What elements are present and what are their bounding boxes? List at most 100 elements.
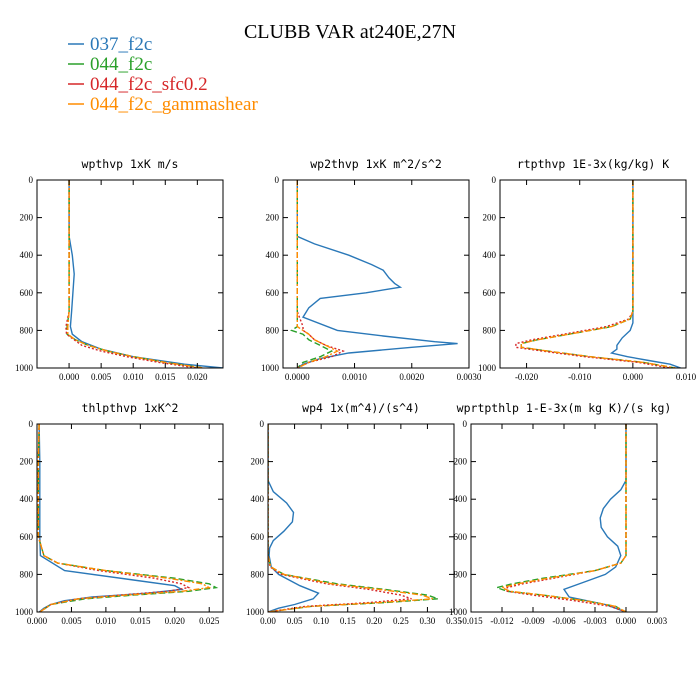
panel-title-3: thlpthvp 1xK^2 (82, 401, 179, 415)
panel-3-series-3 (37, 424, 212, 612)
ytick-label: 1000 (449, 607, 468, 617)
panel-4-series-0 (268, 424, 320, 612)
ytick-label: 400 (251, 494, 265, 504)
xtick-label: 0.0000 (285, 372, 310, 382)
xtick-label: 0.000 (27, 616, 48, 626)
panel-3-series-1 (37, 424, 219, 612)
xtick-label: 0.05 (287, 616, 303, 626)
ytick-label: 0 (29, 175, 34, 185)
xtick-label: 0.0010 (342, 372, 367, 382)
ytick-label: 400 (20, 494, 34, 504)
ytick-label: 800 (251, 569, 265, 579)
ytick-label: 600 (20, 288, 34, 298)
ytick-label: 800 (20, 569, 34, 579)
xtick-label: 0.30 (420, 616, 436, 626)
ytick-label: 200 (20, 213, 34, 223)
panel-2: rtpthvp 1E-3x(kg/kg) K 0 200 400 600 800 1000 -… (478, 157, 697, 382)
panel-title-4: wp4 1x(m^4)/(s^4) (302, 401, 420, 415)
panel-frame-4 (267, 423, 455, 613)
panel-4-series-3 (268, 424, 433, 612)
panel-5: wprtpthlp 1-E-3x(m kg K)/(s kg) 0 200 400 60… (449, 401, 671, 626)
ytick-label: 800 (20, 325, 34, 335)
ytick-label: 200 (454, 457, 468, 467)
xtick-label: 0.10 (313, 616, 329, 626)
xtick-label: 0.0030 (457, 372, 482, 382)
xtick-label: 0.020 (187, 372, 208, 382)
xtick-label: 0.25 (393, 616, 409, 626)
panel-1-series-2 (296, 180, 345, 368)
xtick-label: 0.005 (61, 616, 82, 626)
xtick-label: 0.0020 (399, 372, 424, 382)
panel-1: wp2thvp 1xK m^2/s^2 0 200 400 600 800 1000 0.00… (261, 157, 482, 382)
ytick-label: 600 (483, 288, 497, 298)
legend-label-2: 044_f2c_sfc0.2 (90, 74, 208, 95)
panel-title-5: wprtpthlp 1-E-3x(m kg K)/(s kg) (457, 401, 672, 415)
panel-5-series-3 (499, 424, 627, 612)
panel-frame-0 (36, 179, 224, 369)
panel-0-series-0 (68, 180, 223, 368)
ytick-label: 200 (251, 457, 265, 467)
xtick-label: -0.006 (552, 616, 576, 626)
xtick-label: 0.005 (91, 372, 112, 382)
ytick-label: 0 (492, 175, 497, 185)
xtick-label: -0.015 (459, 616, 483, 626)
ytick-label: 600 (454, 532, 468, 542)
xtick-label: 0.003 (647, 616, 668, 626)
panel-2-series-3 (520, 180, 676, 368)
xtick-label: 0.010 (676, 372, 697, 382)
xtick-label: 0.000 (59, 372, 80, 382)
panel-5-series-0 (562, 424, 627, 612)
figure-title: CLUBB VAR at240E,27N (244, 21, 456, 43)
ytick-label: 400 (454, 494, 468, 504)
ytick-label: 1000 (15, 607, 34, 617)
xtick-label: -0.009 (521, 616, 545, 626)
legend-label-0: 037_f2c (90, 34, 152, 55)
panel-3-series-0 (38, 424, 185, 612)
panel-3-series-2 (37, 424, 191, 612)
ytick-label: 0 (260, 419, 265, 429)
ytick-label: 0 (463, 419, 468, 429)
xtick-label: 0.000 (616, 616, 637, 626)
xtick-label: -0.020 (515, 372, 539, 382)
xtick-label: 0.000 (623, 372, 644, 382)
ytick-label: 800 (483, 325, 497, 335)
panel-2-series-1 (520, 180, 676, 368)
ytick-label: 600 (20, 532, 34, 542)
ytick-label: 600 (251, 532, 265, 542)
panel-0-series-3 (67, 180, 204, 368)
xtick-label: 0.35 (446, 616, 462, 626)
ytick-label: 0 (29, 419, 34, 429)
xtick-label: -0.012 (490, 616, 513, 626)
ytick-label: 800 (454, 569, 468, 579)
panel-title-0: wpthvp 1xK m/s (82, 157, 179, 171)
xtick-label: -0.003 (583, 616, 607, 626)
xtick-label: 0.010 (123, 372, 144, 382)
xtick-label: 0.025 (199, 616, 220, 626)
ytick-label: 800 (266, 325, 280, 335)
panel-1-series-0 (296, 180, 458, 368)
xtick-label: -0.010 (568, 372, 592, 382)
ytick-label: 400 (266, 250, 280, 260)
ytick-label: 1000 (261, 363, 280, 373)
panel-frame-3 (36, 423, 224, 613)
panel-frame-2 (499, 179, 687, 369)
ytick-label: 600 (266, 288, 280, 298)
ytick-label: 1000 (246, 607, 265, 617)
panel-0-series-1 (66, 180, 204, 368)
panel-1-series-3 (296, 180, 339, 368)
panel-frame-1 (282, 179, 470, 369)
ytick-label: 200 (266, 213, 280, 223)
legend: 037_f2c044_f2c044_f2c_sfc0.2044_f2c_gamm… (68, 34, 258, 115)
legend-label-3: 044_f2c_gammashear (90, 94, 258, 115)
panel-5-series-1 (494, 424, 627, 612)
xtick-label: 0.00 (260, 616, 276, 626)
panel-0: wpthvp 1xK m/s 0 200 400 600 800 1000 0.000 0.00… (15, 157, 224, 382)
ytick-label: 200 (483, 213, 497, 223)
xtick-label: 0.020 (165, 616, 186, 626)
xtick-label: 0.010 (96, 616, 117, 626)
xtick-label: 0.20 (366, 616, 382, 626)
